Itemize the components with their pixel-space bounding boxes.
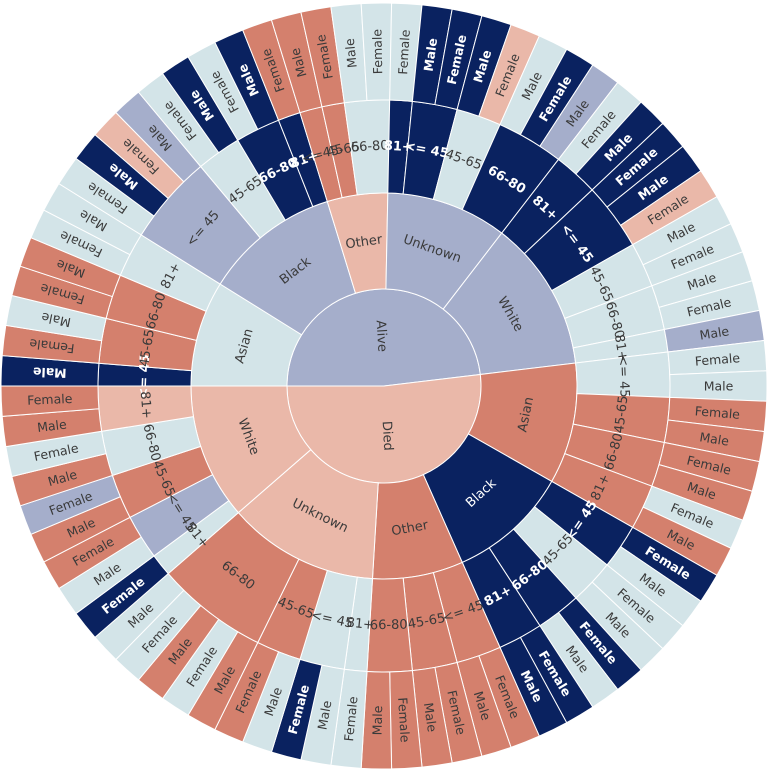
sex-segment-died-white-81plus-female-1[interactable] — [0, 385, 100, 417]
sex-segment-died-asian-under-45-male-1[interactable] — [669, 370, 768, 402]
sex-segment-alive-other-66-80-female-1[interactable] — [360, 2, 393, 102]
